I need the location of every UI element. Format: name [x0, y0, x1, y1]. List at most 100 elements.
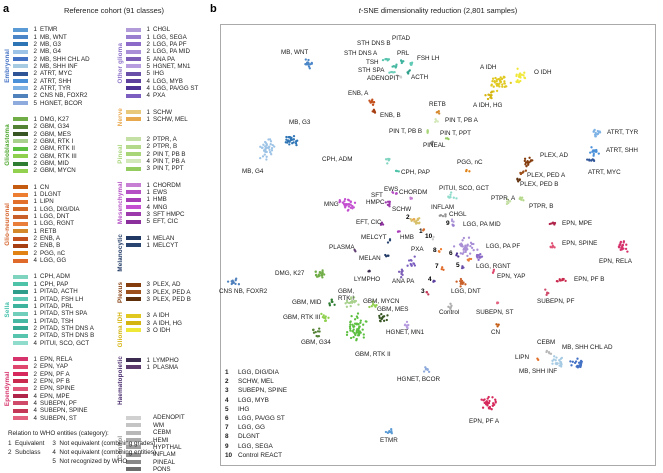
- legend-item-name: LGG, PA PF: [153, 40, 187, 48]
- legend-color-swatch: [13, 35, 28, 40]
- legend-item-eft-cic: 5 EFT, CIC: [126, 218, 227, 225]
- legend-color-swatch: [13, 229, 28, 234]
- legend-item-name: A IDH: [153, 312, 170, 320]
- who-category-5: 5 Not recognized by WHO: [52, 457, 156, 466]
- legend-item-name: EPN, YAP: [40, 363, 68, 371]
- legend-color-swatch: [126, 42, 141, 47]
- legend-color-swatch: [126, 159, 141, 164]
- cluster-key-number-10: 10: [425, 233, 433, 240]
- legend-item-name: CNS NB, FOXR2: [40, 92, 88, 100]
- legend-item-category: 4: [33, 399, 37, 407]
- legend-item-name: MNG: [153, 203, 168, 211]
- legend-item-mb-wnt: 1 MB, WNT: [13, 33, 114, 41]
- tsne-title-rest: -SNE dimensionality reduction (2,801 sam…: [360, 6, 518, 15]
- legend-group-glioblastoma: Glioblastoma 1 DMG, K27 2 GBM, G34 2 GBM, MES 2…: [2, 116, 114, 175]
- cluster-label-mb-g3: MB, G3: [289, 119, 311, 126]
- legend-group-other-glioma: Other glioma 1 CHGL 1 LGG, SEGA 2 LGG, PA PF 2 L…: [115, 26, 227, 99]
- reference-cohort-title: Reference cohort (91 classes): [63, 6, 165, 15]
- legend-item-category: 2: [33, 249, 37, 257]
- legend-group-title-ependymal: Ependymal: [4, 371, 11, 407]
- cluster-label-eft-cic: EFT, CIC: [356, 219, 382, 226]
- legend-item-category: 1: [33, 288, 37, 296]
- legend-group-control: Control ADENOPIT WM CEBM HEMI HYPTHAL INFLAM PI…: [115, 414, 227, 473]
- legend-item-category: 1: [33, 183, 37, 191]
- legend-item-gbm-mycn: 2 GBM, MYCN: [13, 167, 114, 174]
- legend-item-category: 5: [33, 99, 37, 107]
- legend-item-lgg-pa-gg-st: 4 LGG, PA/GG ST: [126, 85, 227, 92]
- legend-color-swatch: [126, 93, 141, 98]
- who-category-text: Not equivalent (combining grades): [59, 440, 156, 447]
- legend-item-atrt-shh: 2 ATRT, SHH: [13, 77, 114, 85]
- key-list-item-lgg-gg: 7 LGG, GG: [225, 423, 287, 432]
- key-list-number: 10: [225, 451, 233, 459]
- legend-item-pitad-tsh: 1 PITAD, TSH: [13, 317, 114, 325]
- legend-item-atrt-tyr: 2 ATRT, TYR: [13, 85, 114, 92]
- legend-item-name: LGG, PA/GG ST: [153, 84, 199, 92]
- legend-color-swatch: [13, 386, 28, 391]
- key-list-item-dlgnt: 8 DLGNT: [225, 432, 287, 441]
- legend-item-name: GBM, MYCN: [40, 167, 76, 175]
- cluster-label-melcyt: MELCYT: [361, 234, 387, 241]
- cluster-key-number-1: 1: [419, 228, 423, 235]
- legend-item-category: 5: [146, 62, 150, 70]
- key-list-item-control-react: 10 Control REACT: [225, 451, 287, 460]
- legend-item-category: 1: [33, 273, 37, 281]
- cluster-label-gbm-g34: GBM, G34: [301, 339, 331, 346]
- legend-item-cebm: CEBM: [126, 429, 227, 436]
- cluster-label-gbm-mes: GBM, MES: [377, 306, 409, 313]
- legend-color-swatch: [13, 161, 28, 166]
- key-list-label: LGG, MYB: [238, 396, 269, 404]
- legend-item-name: SCHW: [153, 108, 172, 116]
- legend-group-rows: ADENOPIT WM CEBM HEMI HYPTHAL INFLAM PINEAL PON…: [126, 414, 227, 473]
- legend-item-pin-t-pb-b: 2 PIN T, PB B: [126, 150, 227, 158]
- legend-item-name: HGNET, MN1: [153, 62, 191, 70]
- legend-color-swatch: [126, 297, 141, 302]
- cluster-label-hmb: HMB: [400, 234, 414, 241]
- legend-item-cn: 1 CN: [13, 184, 114, 191]
- cluster-label-mb-g4: MB, G4: [242, 168, 264, 175]
- legend-color-swatch: [126, 328, 141, 333]
- key-list-number: 4: [225, 396, 229, 404]
- legend-item-name: HMB: [153, 196, 167, 204]
- legend-color-swatch: [13, 71, 28, 76]
- cluster-label-cebm: CEBM: [537, 339, 556, 346]
- legend-item-name: GBM, RTK I: [40, 137, 74, 145]
- legend-item-category: 2: [33, 370, 37, 378]
- tsne-plot-area: [220, 24, 656, 466]
- legend-color-swatch: [13, 357, 28, 362]
- legend-color-swatch: [13, 27, 28, 32]
- legend-item-ews: 1 EWS: [126, 189, 227, 196]
- legend-item-pitui-sco-gct: 4 PITUI, SCO, GCT: [13, 339, 114, 347]
- cluster-label-chordm: CHORDM: [399, 189, 428, 196]
- legend-item-name: O IDH: [153, 326, 171, 334]
- legend-item-name: CHGL: [153, 26, 171, 34]
- legend-item-name: PLEX, PED B: [153, 295, 191, 303]
- legend-item-name: PITAD, STH DNS B: [40, 332, 95, 340]
- legend-group-rows: 3 PLEX, AD 3 PLEX, PED A 3 PLEX, PED B: [126, 281, 227, 303]
- legend-item-category: 1: [146, 356, 150, 364]
- legend-item-melcyt: 1 MELCYT: [126, 242, 227, 249]
- legend-item-category: 2: [33, 77, 37, 85]
- legend-item-category: 4: [146, 157, 150, 165]
- legend-item-name: PIN T, PB B: [153, 150, 186, 158]
- legend-item-category: 1: [33, 280, 37, 288]
- legend-item-name: PXA: [153, 92, 166, 100]
- key-list-label: LGG, SEGA: [238, 442, 273, 450]
- cluster-label-cph-adm: CPH, ADM: [322, 156, 353, 163]
- legend-item-name: PONS: [153, 465, 171, 473]
- legend-item-category: 1: [33, 227, 37, 235]
- cluster-label-plex-ad: PLEX, AD: [540, 152, 569, 159]
- cluster-label-cns-nb-foxr2: CNS NB, FOXR2: [219, 288, 268, 295]
- legend-color-swatch: [13, 408, 28, 413]
- legend-color-swatch: [13, 49, 28, 54]
- legend-item-category: 4: [146, 92, 150, 100]
- legend-color-swatch: [13, 372, 28, 377]
- cluster-label-lympho: LYMPHO: [354, 276, 381, 283]
- legend-color-swatch: [126, 219, 141, 224]
- legend-item-pitad-sth-spa: 1 PITAD, STH SPA: [13, 310, 114, 317]
- legend-item-category: 2: [33, 160, 37, 168]
- legend-color-swatch: [13, 289, 28, 294]
- legend-item-category: 3: [146, 312, 150, 320]
- legend-item-category: 1: [146, 33, 150, 41]
- legend-color-swatch: [126, 243, 141, 248]
